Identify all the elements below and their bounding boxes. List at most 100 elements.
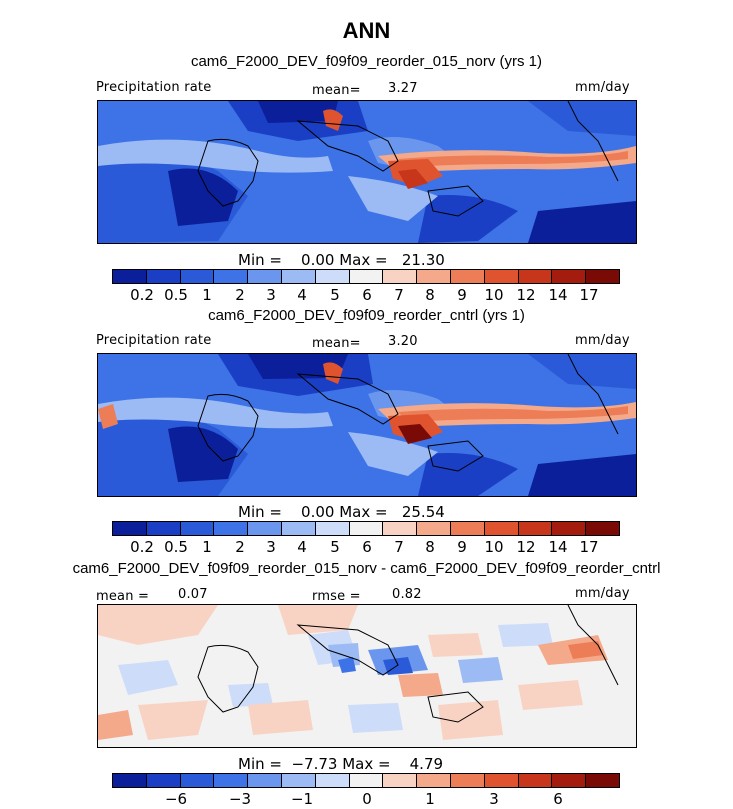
panel2-colorbar-swatch [315,522,350,535]
panel3-colorbar-swatch [518,774,553,787]
panel2-map [97,353,637,497]
panel1-colorbar-swatch [281,270,316,283]
panel2-case-title: cam6_F2000_DEV_f09f09_reorder_cntrl (yrs… [208,307,525,324]
panel3-colorbar-tick: 3 [489,790,499,808]
panel1-colorbar-swatch [180,270,215,283]
panel1-colorbar-tick: 0.2 [130,286,154,304]
panel2-colorbar-tick: 17 [579,538,599,556]
panel2-colorbar-swatch [214,522,249,535]
panel3-colorbar-swatch [349,774,384,787]
panel2-mean-label: mean= [312,336,361,351]
panel2-colorbar-tick: 10 [484,538,504,556]
panel1-colorbar-swatch [586,270,619,283]
panel3-colorbar-tick: −6 [164,790,188,808]
panel2-colorbar-tick: 8 [425,538,435,556]
panel1-colorbar-swatch [518,270,553,283]
panel2-colorbar-tick: 0.2 [130,538,154,556]
panel2-colorbar-tick: 7 [394,538,404,556]
panel1-mean-label: mean= [312,83,361,98]
panel1-colorbar-tick: 3 [266,286,276,304]
panel2-units: mm/day [575,333,630,348]
panel3-colorbar-swatch [248,774,282,787]
panel3-map [97,604,637,748]
panel3-colorbar [112,773,620,788]
panel1-colorbar-swatch [146,270,181,283]
panel2-colorbar-swatch [417,522,451,535]
panel1-colorbar-tick: 6 [362,286,372,304]
panel3-colorbar-swatch [586,774,619,787]
panel2-colorbar-tick: 2 [235,538,245,556]
panel1-colorbar-tick: 1 [202,286,212,304]
panel1-colorbar-tick: 2 [235,286,245,304]
panel1-colorbar-tick: 5 [330,286,340,304]
panel1-colorbar-tick: 10 [484,286,504,304]
panel1-colorbar-swatch [315,270,350,283]
panel2-colorbar-tick: 14 [548,538,568,556]
panel2-colorbar-tick: 12 [516,538,536,556]
panel3-colorbar-swatch [146,774,181,787]
panel3-colorbar-swatch [214,774,249,787]
panel2-colorbar-tick: 4 [297,538,307,556]
panel1-min-max: Min = 0.00 Max = 21.30 [238,251,445,269]
panel1-variable-label: Precipitation rate [96,80,212,95]
panel1-units: mm/day [575,80,630,95]
panel3-min-max: Min = −7.73 Max = 4.79 [238,755,444,773]
panel2-colorbar-swatch [281,522,316,535]
panel3-colorbar-swatch [180,774,215,787]
panel2-colorbar-tick: 6 [362,538,372,556]
panel1-colorbar-labels: 0.2 0.5 1 2 3 4 5 6 7 8 9 10 12 14 17 [112,286,620,304]
panel1-map [97,100,637,244]
panel3-rmse-label: rmse = [312,589,361,604]
panel1-colorbar-tick: 9 [457,286,467,304]
panel3-colorbar-swatch [113,774,147,787]
panel1-colorbar-swatch [248,270,282,283]
panel1-colorbar [112,269,620,284]
panel3-colorbar-swatch [450,774,485,787]
panel2-colorbar-swatch [146,522,181,535]
panel2-colorbar-swatch [518,522,553,535]
panel3-colorbar-swatch [281,774,316,787]
panel3-colorbar-tick: −3 [228,790,252,808]
panel1-mean-value: 3.27 [388,81,418,96]
panel3-colorbar-swatch [417,774,451,787]
panel3-colorbar-tick: −1 [290,790,314,808]
panel1-colorbar-tick: 4 [297,286,307,304]
panel2-colorbar-swatch [450,522,485,535]
panel2-colorbar-swatch [113,522,147,535]
panel1-colorbar-swatch [484,270,519,283]
panel1-colorbar-tick: 0.5 [164,286,188,304]
panel1-colorbar-swatch [113,270,147,283]
panel2-colorbar-swatch [248,522,282,535]
panel1-colorbar-tick: 17 [579,286,599,304]
panel1-colorbar-swatch [552,270,587,283]
panel3-mean-label: mean = [96,589,150,604]
panel2-colorbar-swatch [552,522,587,535]
panel3-colorbar-swatch [484,774,519,787]
panel2-colorbar-tick: 3 [266,538,276,556]
panel3-mean-value: 0.07 [178,587,208,602]
panel3-rmse-value: 0.82 [392,587,422,602]
panel3-colorbar-tick: 0 [362,790,372,808]
panel2-colorbar-labels: 0.2 0.5 1 2 3 4 5 6 7 8 9 10 12 14 17 [112,538,620,556]
panel2-colorbar-swatch [180,522,215,535]
panel1-colorbar-swatch [214,270,249,283]
panel2-variable-label: Precipitation rate [96,333,212,348]
panel3-colorbar-swatch [552,774,587,787]
panel1-colorbar-tick: 12 [516,286,536,304]
figure-title: ANN [342,18,391,43]
panel1-colorbar-swatch [450,270,485,283]
panel2-mean-value: 3.20 [388,334,418,349]
panel2-colorbar [112,521,620,536]
panel1-colorbar-swatch [383,270,418,283]
panel2-colorbar-swatch [383,522,418,535]
panel1-colorbar-tick: 7 [394,286,404,304]
panel2-colorbar-swatch [484,522,519,535]
panel2-colorbar-swatch [586,522,619,535]
panel3-colorbar-swatch [315,774,350,787]
panel1-colorbar-tick: 14 [548,286,568,304]
panel3-colorbar-tick: 1 [425,790,435,808]
panel1-colorbar-tick: 8 [425,286,435,304]
panel2-min-max: Min = 0.00 Max = 25.54 [238,503,445,521]
panel1-colorbar-swatch [349,270,384,283]
panel3-units: mm/day [575,586,630,601]
